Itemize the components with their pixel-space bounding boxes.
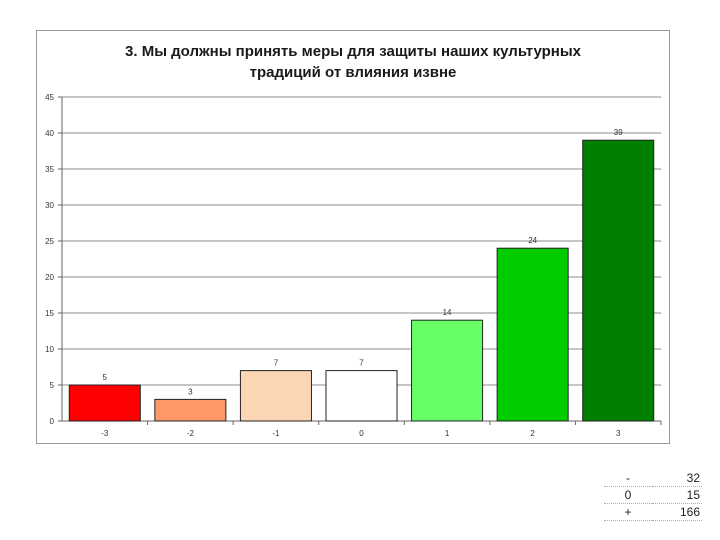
summary-label: - <box>604 470 652 487</box>
y-tick-label: 25 <box>45 237 54 246</box>
bar-3 <box>582 139 655 422</box>
bar-chart: 3. Мы должны принять меры для защиты наш… <box>45 43 662 438</box>
chart-frame: 3. Мы должны принять меры для защиты наш… <box>36 30 670 444</box>
bar-0 <box>325 370 398 422</box>
y-tick-label: 5 <box>50 381 55 390</box>
y-tick-label: 10 <box>45 345 54 354</box>
x-tick-label: -2 <box>187 429 195 438</box>
bar--2 <box>154 398 227 422</box>
summary-row-positive: + 166 <box>604 503 702 521</box>
x-tick-label: -1 <box>272 429 280 438</box>
data-label: 39 <box>614 128 623 137</box>
bar-2 <box>496 247 569 422</box>
summary-table: - 32 0 15 + 166 <box>604 470 702 521</box>
bar--3 <box>68 384 141 422</box>
summary-value: 15 <box>652 486 702 504</box>
y-tick-label: 40 <box>45 129 54 138</box>
y-tick-label: 45 <box>45 93 54 102</box>
summary-value: 166 <box>652 503 702 521</box>
summary-label: + <box>604 503 652 521</box>
data-label: 5 <box>103 373 108 382</box>
y-tick-label: 15 <box>45 309 54 318</box>
bar-1 <box>411 319 484 422</box>
summary-label: 0 <box>604 486 652 504</box>
data-label: 3 <box>188 387 193 396</box>
bar--1 <box>239 370 312 422</box>
summary-value: 32 <box>652 470 702 487</box>
x-tick-label: -3 <box>101 429 109 438</box>
chart-title: 3. Мы должны принять меры для защиты наш… <box>125 43 582 60</box>
x-tick-label: 2 <box>530 429 535 438</box>
y-tick-label: 0 <box>50 417 55 426</box>
y-tick-label: 35 <box>45 165 54 174</box>
data-label: 7 <box>274 359 279 368</box>
y-tick-label: 30 <box>45 201 54 210</box>
data-label: 24 <box>528 236 537 245</box>
data-label: 14 <box>443 308 452 317</box>
y-tick-label: 20 <box>45 273 54 282</box>
data-label: 7 <box>359 359 364 368</box>
x-tick-label: 1 <box>445 429 450 438</box>
summary-row-neutral: 0 15 <box>604 486 702 504</box>
summary-row-negative: - 32 <box>604 470 702 487</box>
x-tick-label: 3 <box>616 429 621 438</box>
x-tick-label: 0 <box>359 429 364 438</box>
chart-title: традиций от влияния извне <box>250 64 457 81</box>
